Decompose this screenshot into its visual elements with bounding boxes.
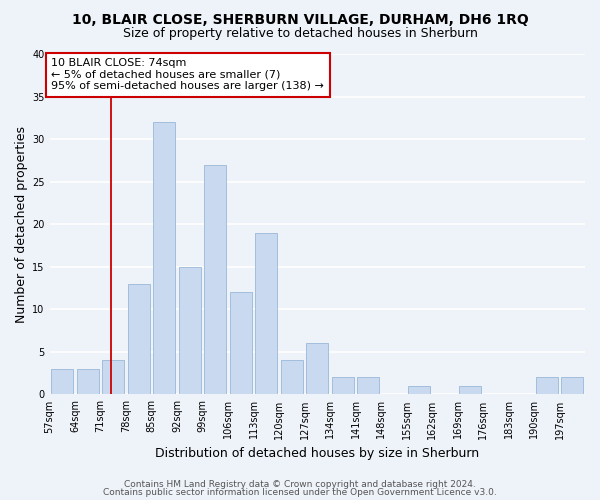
Text: Contains public sector information licensed under the Open Government Licence v3: Contains public sector information licen…	[103, 488, 497, 497]
Bar	[357, 378, 379, 394]
Text: Contains HM Land Registry data © Crown copyright and database right 2024.: Contains HM Land Registry data © Crown c…	[124, 480, 476, 489]
Bar	[332, 378, 354, 394]
Bar	[128, 284, 150, 395]
Bar	[306, 344, 328, 394]
Bar	[255, 232, 277, 394]
Text: 10 BLAIR CLOSE: 74sqm
← 5% of detached houses are smaller (7)
95% of semi-detach: 10 BLAIR CLOSE: 74sqm ← 5% of detached h…	[52, 58, 324, 92]
Text: Size of property relative to detached houses in Sherburn: Size of property relative to detached ho…	[122, 28, 478, 40]
Bar	[51, 369, 73, 394]
Bar	[281, 360, 303, 394]
Bar	[77, 369, 99, 394]
Bar	[536, 378, 558, 394]
Bar	[408, 386, 430, 394]
Text: 10, BLAIR CLOSE, SHERBURN VILLAGE, DURHAM, DH6 1RQ: 10, BLAIR CLOSE, SHERBURN VILLAGE, DURHA…	[71, 12, 529, 26]
Bar	[179, 267, 201, 394]
Y-axis label: Number of detached properties: Number of detached properties	[15, 126, 28, 322]
Bar	[561, 378, 583, 394]
Bar	[153, 122, 175, 394]
Bar	[459, 386, 481, 394]
Bar	[230, 292, 252, 394]
X-axis label: Distribution of detached houses by size in Sherburn: Distribution of detached houses by size …	[155, 447, 479, 460]
Bar	[204, 164, 226, 394]
Bar	[102, 360, 124, 394]
